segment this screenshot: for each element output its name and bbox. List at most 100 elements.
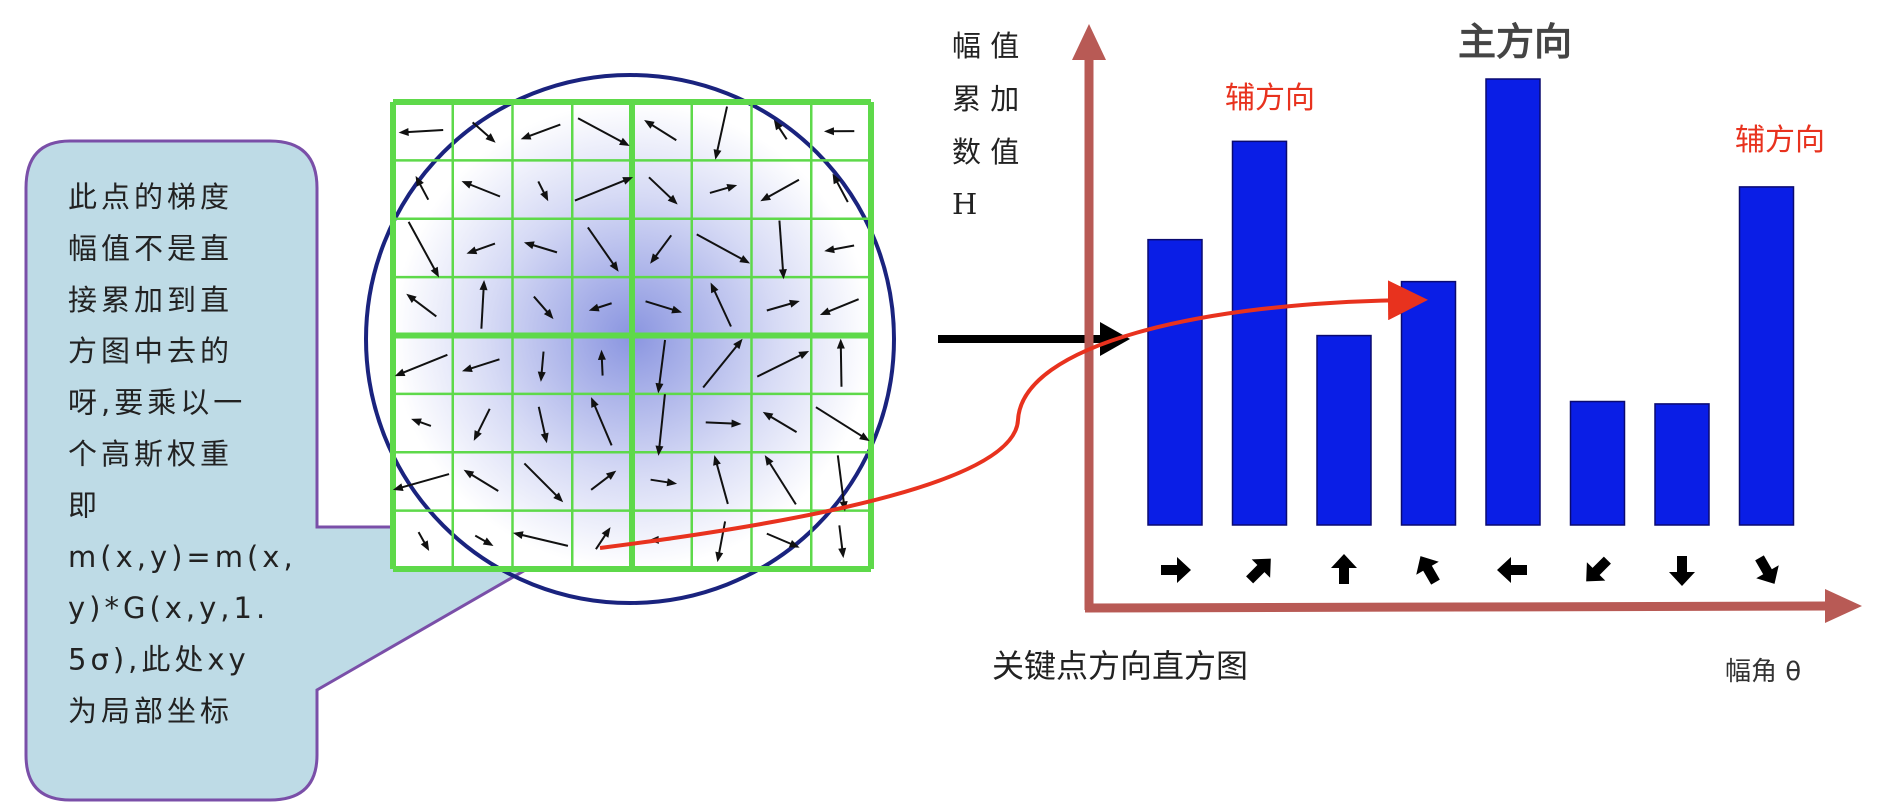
gradient-arrow-head [739, 255, 751, 264]
grid-8x8 [390, 99, 874, 572]
gradient-arrow-head [392, 483, 404, 492]
y-label-line-2: 累 加 [952, 82, 1019, 116]
gradient-arrow-head [764, 455, 774, 466]
gradient-arrow-head [553, 492, 564, 503]
gradient-arrow [763, 178, 800, 201]
callout-line: m(x,y)=m(x, [68, 540, 297, 574]
gradient-arrow-head [644, 119, 655, 129]
main-direction-label: 主方向 [1458, 20, 1572, 64]
gradient-arrow-head [479, 279, 488, 291]
gradient-arrow-head [394, 368, 406, 377]
y-axis-arrowhead [1072, 24, 1106, 60]
gradient-arrow-head [788, 539, 800, 548]
gradient-arrow-head [591, 397, 599, 408]
callout-line: 呀,要乘以一 [68, 386, 246, 420]
orientation-histogram: 主方向 辅方向 辅方向 幅 值 累 加 数 值 H 关键点方向直方图 幅角 θ [952, 20, 1862, 687]
aux-direction-label-1: 辅方向 [1225, 81, 1315, 116]
gradient-arrow [778, 220, 785, 276]
gradient-arrow [657, 339, 667, 390]
gradient-arrow-head [619, 137, 630, 147]
gradient-arrow-head [715, 551, 724, 563]
up-right-direction-icon [1246, 558, 1271, 584]
gradient-arrow-head [666, 478, 678, 487]
gradient-arrow-head [461, 364, 473, 373]
y-label-line-3: 数 值 [952, 135, 1019, 169]
left-direction-icon [1497, 557, 1527, 583]
gradient-arrow-head [655, 382, 664, 394]
gradient-arrow [756, 351, 806, 378]
gradient-arrow-head [760, 192, 771, 202]
gradient-arrow-head [485, 133, 496, 143]
gradient-arrow [591, 400, 613, 446]
gradient-arrow [464, 181, 501, 198]
gradient-patch [364, 73, 896, 605]
gradient-arrow-head [411, 418, 422, 426]
up-direction-icon [1331, 554, 1357, 584]
gradient-arrow-head [832, 173, 841, 185]
gradient-arrow-head [415, 175, 424, 187]
histogram-bar [1231, 140, 1288, 526]
gradient-arrow-head [398, 128, 409, 137]
aux-direction-label-2: 辅方向 [1735, 123, 1825, 158]
gradient-arrow [577, 117, 627, 146]
gradient-arrow-head [710, 282, 719, 294]
gradient-arrow [696, 233, 748, 263]
gradient-arrow-head [537, 371, 546, 382]
gradient-arrow-head [543, 308, 554, 320]
y-label-line-1: 幅 值 [952, 29, 1019, 63]
gradient-arrow-head [773, 119, 783, 131]
gradient-arrow-head [671, 305, 683, 314]
gaussian-window-circle [364, 73, 896, 605]
gradient-arrow [587, 226, 618, 270]
histogram-caption: 关键点方向直方图 [992, 647, 1248, 685]
gradient-arrow [657, 394, 666, 453]
gradient-arrow [480, 283, 485, 329]
histogram-bar [1654, 403, 1710, 526]
gradient-arrow-head [733, 338, 743, 350]
gradient-arrow-head [430, 266, 440, 278]
gradient-arrow-head [726, 184, 738, 192]
flow-arrow [938, 322, 1130, 356]
histogram-bar [1147, 238, 1203, 526]
callout-line: 个高斯权重 [68, 437, 233, 471]
gradient-arrow-head [655, 445, 664, 456]
callout-line: 此点的梯度 [68, 180, 233, 214]
gradient-arrow-head [540, 432, 549, 444]
gradient-arrow-head [463, 469, 475, 479]
gradient-arrow [524, 123, 561, 139]
gradient-arrow-head [609, 261, 619, 272]
gradient-arrow-head [512, 531, 524, 540]
gradient-arrow-head [762, 411, 774, 421]
gradient-arrow [574, 177, 630, 202]
gradient-arrow-head [406, 293, 417, 303]
gradient-arrow-head [588, 303, 600, 312]
gradient-arrow-head [824, 245, 835, 254]
down-left-direction-icon [1586, 556, 1611, 582]
x-axis [1084, 601, 1831, 613]
gradient-arrow [523, 462, 562, 501]
gradient-arrow-head [713, 455, 721, 466]
gradient-arrow-head [520, 132, 532, 140]
gradient-arrow-head [778, 269, 787, 280]
down-direction-icon [1669, 556, 1695, 586]
gradient-arrow [516, 532, 569, 547]
right-direction-icon [1161, 557, 1191, 583]
histogram-bar [1400, 280, 1457, 526]
histogram-bar [1569, 400, 1626, 526]
gradient-arrow [702, 341, 741, 389]
gradient-arrow-head [597, 349, 606, 360]
callout-line: 即 [68, 488, 101, 522]
x-axis-label: 幅角 θ [1725, 657, 1801, 687]
histogram-bar [1485, 78, 1541, 526]
down-right-direction-icon [1755, 555, 1779, 584]
gradient-arrow [823, 298, 860, 315]
callout-line: y)*G(x,y,1. [68, 591, 269, 625]
gradient-arrow-head [838, 547, 847, 559]
gradient-arrow [715, 106, 729, 157]
gradient-arrow [397, 353, 448, 376]
gradient-arrow [766, 457, 797, 505]
gradient-arrow-head [836, 338, 845, 349]
